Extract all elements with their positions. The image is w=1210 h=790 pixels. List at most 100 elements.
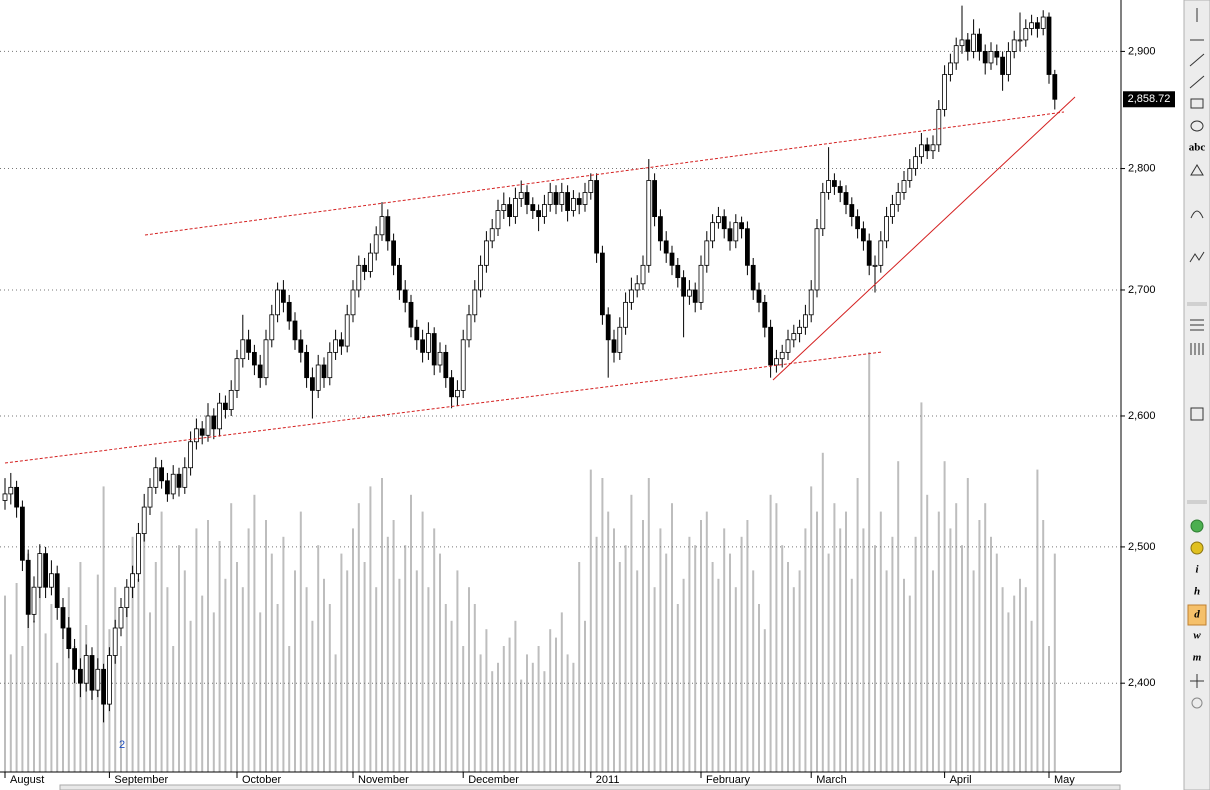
- volume-bar: [914, 536, 917, 772]
- tool-icon[interactable]: [1190, 164, 1204, 176]
- volume-bar: [642, 520, 644, 772]
- candle-body: [1040, 16, 1046, 29]
- candle-body: [1006, 51, 1011, 75]
- candle-body: [948, 62, 953, 75]
- tool-label[interactable]: d: [1194, 609, 1200, 621]
- zoom-in[interactable]: [1190, 519, 1204, 533]
- candle-body: [356, 264, 362, 291]
- volume-bar: [514, 620, 517, 772]
- candle-body: [66, 627, 72, 649]
- volume-bar: [334, 654, 337, 772]
- candle-body: [953, 45, 959, 64]
- tool-icon[interactable]: [1191, 697, 1203, 709]
- tool-label[interactable]: abc: [1189, 142, 1206, 154]
- candle-body: [721, 216, 727, 230]
- scrollbar[interactable]: [59, 784, 1121, 790]
- tool-icon[interactable]: [1189, 75, 1205, 89]
- volume-bar: [241, 587, 244, 772]
- candle-body: [785, 339, 791, 353]
- volume-bar: [537, 646, 540, 772]
- candle-body: [466, 314, 472, 341]
- candle-body: [779, 351, 785, 360]
- candle-body: [681, 277, 686, 297]
- candle-body: [843, 192, 849, 205]
- volume-bar: [346, 570, 349, 772]
- candle-body: [768, 326, 773, 366]
- volume-bar: [1030, 620, 1033, 772]
- volume-bar: [549, 629, 552, 772]
- volume-bar: [218, 541, 221, 772]
- volume-bar: [253, 494, 256, 772]
- volume-bar: [816, 511, 818, 772]
- volume-bar: [903, 578, 905, 772]
- volume-bar: [995, 553, 998, 772]
- tool-icon[interactable]: [1190, 120, 1204, 132]
- tool-icon[interactable]: [1190, 407, 1204, 421]
- tool-icon[interactable]: [1189, 251, 1205, 263]
- volume-bar: [682, 578, 685, 772]
- volume-bar: [102, 486, 105, 772]
- grid-layer: [0, 50, 1121, 684]
- volume-bar: [433, 528, 436, 772]
- volume-bar: [444, 604, 447, 772]
- volume-bar: [676, 604, 679, 772]
- candle-body: [727, 228, 733, 242]
- tool-selected[interactable]: [1187, 604, 1207, 626]
- candle-body: [663, 240, 669, 254]
- volume-bar: [195, 528, 198, 772]
- y-tick-label: 2,900: [1128, 45, 1156, 57]
- toolbar-separator: [1187, 500, 1207, 504]
- candle-body: [936, 109, 942, 146]
- upper-channel-line: [144, 111, 1065, 236]
- candle-body: [454, 389, 460, 398]
- candle-body: [571, 198, 576, 211]
- candle-body: [588, 180, 594, 193]
- tool-label[interactable]: i: [1195, 564, 1199, 576]
- candle-body: [808, 289, 814, 316]
- volume-bar: [439, 553, 441, 772]
- candle-body: [182, 467, 188, 488]
- candle-body: [443, 351, 449, 379]
- tool-label[interactable]: w: [1193, 630, 1201, 642]
- candle-body: [884, 216, 889, 242]
- volume-bar: [294, 570, 296, 772]
- candle-body: [895, 192, 901, 205]
- tool-icon[interactable]: [1189, 53, 1205, 67]
- candle-body: [919, 144, 924, 158]
- volume-bar: [618, 562, 621, 772]
- tool-icon[interactable]: [1190, 98, 1204, 109]
- volume-bar: [665, 553, 668, 772]
- tool-icon[interactable]: [1190, 343, 1204, 355]
- volume-bar: [723, 528, 726, 772]
- candle-body: [762, 301, 768, 328]
- tool-label[interactable]: m: [1193, 652, 1202, 664]
- candle-body: [640, 264, 646, 285]
- volume-bar: [230, 503, 233, 772]
- candle-body: [861, 228, 866, 242]
- tool-icon[interactable]: [1190, 319, 1204, 331]
- volume-bar: [1013, 595, 1016, 772]
- candle-body: [547, 192, 553, 205]
- candle-body: [629, 289, 634, 303]
- candle-body: [72, 648, 77, 670]
- tool-icon[interactable]: [1190, 210, 1204, 219]
- x-tick-label: April: [950, 774, 972, 786]
- candle-body: [228, 389, 234, 410]
- volume-bar: [711, 562, 714, 772]
- tool-icon[interactable]: [1190, 674, 1204, 688]
- candle-body: [756, 289, 762, 303]
- candle-body: [222, 402, 228, 410]
- volume-bar: [978, 520, 981, 772]
- volume-bar: [386, 536, 389, 772]
- candle-body: [373, 234, 379, 254]
- trend-line: [772, 96, 1076, 381]
- tool-label[interactable]: h: [1194, 586, 1200, 598]
- volume-bar: [833, 503, 836, 772]
- zoom-out[interactable]: [1190, 541, 1204, 555]
- candle-body: [698, 264, 704, 303]
- volume-bar: [15, 583, 18, 772]
- candle-body: [193, 428, 199, 443]
- volume-bar: [317, 545, 320, 772]
- volume-bar: [775, 503, 778, 772]
- volume-bar: [566, 654, 569, 772]
